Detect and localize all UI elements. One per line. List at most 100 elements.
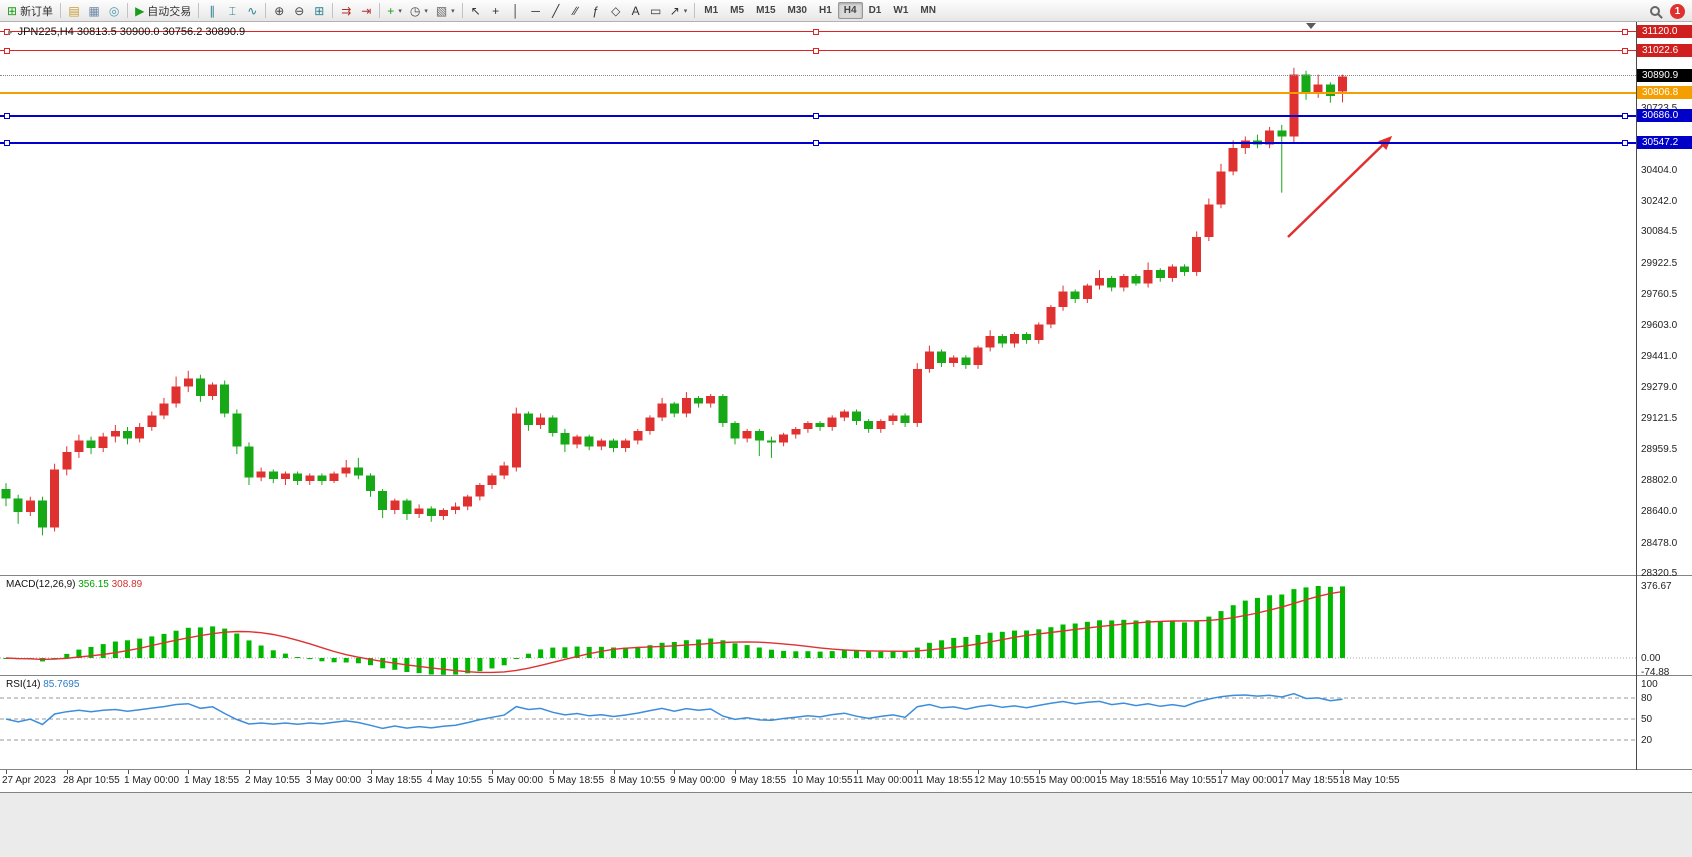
- timeframe-button-d1[interactable]: D1: [868, 5, 882, 16]
- timeframe-button-h1[interactable]: H1: [818, 5, 832, 16]
- resistance-line-lower-handle[interactable]: [813, 47, 819, 54]
- candle: [1107, 277, 1117, 288]
- macd-bar: [185, 627, 191, 658]
- shapes-icon: ◇: [611, 3, 621, 18]
- navigator-button[interactable]: ◎: [104, 2, 124, 20]
- macd-bar: [1024, 630, 1030, 658]
- timeframe-button-mn[interactable]: MN: [920, 5, 936, 16]
- support-line-lower-handle[interactable]: [4, 139, 10, 146]
- rsi-axis-label: 20: [1641, 735, 1653, 746]
- resistance-line-upper-handle[interactable]: [1622, 29, 1628, 35]
- time-axis[interactable]: [0, 770, 1692, 792]
- cursor-button[interactable]: ↖: [466, 2, 486, 20]
- auto-trading-button-label: 自动交易: [147, 5, 192, 18]
- horizontal-line-button[interactable]: ─: [526, 2, 546, 20]
- macd-bar: [112, 641, 118, 658]
- support-line-upper-handle[interactable]: [1622, 113, 1628, 120]
- orange-level-line[interactable]: [0, 91, 1636, 94]
- text-button[interactable]: A: [626, 2, 646, 20]
- text-label-button[interactable]: ▭: [646, 2, 666, 20]
- chart-shift-marker[interactable]: [1306, 23, 1316, 29]
- auto-trading-button[interactable]: ▶ 自动交易: [131, 2, 195, 20]
- candle: [1, 488, 11, 499]
- shapes-button[interactable]: ◇: [606, 2, 626, 20]
- chart-shift-button[interactable]: ⇥: [356, 2, 376, 20]
- resistance-line-lower-handle[interactable]: [4, 47, 10, 54]
- timeframe-button-m5[interactable]: M5: [730, 5, 745, 16]
- indicators-button[interactable]: + ▾: [383, 2, 406, 20]
- resistance-line-lower-handle[interactable]: [1622, 47, 1628, 54]
- macd-axis-label: 376.67: [1641, 581, 1672, 592]
- chart-candles-button[interactable]: ⌶: [222, 2, 242, 20]
- main-chart[interactable]: [0, 22, 1636, 575]
- price-axis-separator[interactable]: [1636, 22, 1637, 770]
- support-line-lower-handle[interactable]: [1622, 139, 1628, 146]
- candle: [208, 384, 218, 396]
- timeframe-button-h4[interactable]: H4: [837, 2, 863, 19]
- timeframe-button-m1[interactable]: M1: [704, 5, 719, 16]
- time-axis-label: 11 May 00:00: [853, 775, 913, 786]
- zoom-in-button[interactable]: ⊕: [269, 2, 289, 20]
- macd-chart[interactable]: [0, 576, 1636, 675]
- arrows-button[interactable]: ↗ ▾: [666, 2, 692, 20]
- vertical-line-button[interactable]: │: [506, 2, 526, 20]
- timeframe-button-m30[interactable]: M30: [787, 5, 807, 16]
- macd-bar: [1169, 621, 1175, 658]
- notification-badge[interactable]: 1: [1670, 3, 1685, 19]
- candle: [645, 417, 655, 431]
- candle: [536, 417, 546, 425]
- toolbar-buttons: ⊞ 新订单 ▤ ▦ ◎ ▶ 自动交易 ∥ ⌶ ∿ ⊕ ⊖ ⊞ ⇉ ⇥ + ▾ ◷ ▾ ▧ ▾ ↖ + │ ─ ╱ ∕∕ ƒ ◇ A ▭ ↗ ▾ M…: [3, 2, 942, 20]
- time-axis-label: 10 May 10:55: [792, 775, 853, 786]
- time-axis-label: 4 May 10:55: [427, 775, 483, 786]
- timeframe-button-m15[interactable]: M15: [756, 5, 776, 16]
- auto-scroll-button[interactable]: ⇉: [336, 2, 356, 20]
- support-line-lower-handle[interactable]: [813, 139, 819, 146]
- new-order-button[interactable]: ⊞ 新订单: [3, 2, 57, 20]
- price-axis-label: 29922.5: [1641, 257, 1678, 269]
- candle: [1082, 285, 1092, 300]
- rsi-chart[interactable]: [0, 676, 1636, 769]
- support-line-upper-handle[interactable]: [813, 113, 819, 120]
- channel-button[interactable]: ∕∕: [566, 2, 586, 20]
- candle: [888, 415, 898, 422]
- fibonacci-button[interactable]: ƒ: [586, 2, 606, 20]
- candle: [1204, 204, 1214, 238]
- candle: [390, 500, 400, 511]
- candle: [1301, 74, 1311, 94]
- macd-bar: [307, 658, 313, 660]
- macd-bar: [270, 650, 276, 658]
- chart-line-icon: ∿: [247, 3, 258, 18]
- search-icon[interactable]: [1650, 6, 1660, 16]
- data-window-button[interactable]: ▦: [84, 2, 104, 20]
- zoom-out-icon: ⊖: [294, 3, 305, 18]
- market-watch-button[interactable]: ▤: [64, 2, 84, 20]
- periods-button[interactable]: ◷ ▾: [406, 2, 432, 20]
- panel-separator[interactable]: [0, 575, 1692, 576]
- macd-bar: [769, 649, 774, 658]
- panel-separator[interactable]: [0, 769, 1692, 770]
- chart-bars-button[interactable]: ∥: [202, 2, 222, 20]
- resistance-line-upper-handle[interactable]: [813, 29, 819, 35]
- macd-bar: [343, 658, 349, 663]
- candle: [414, 508, 424, 515]
- timeframe-button-w1[interactable]: W1: [893, 5, 909, 16]
- support-line-upper-handle[interactable]: [4, 113, 10, 120]
- price-axis-label: 30723.5: [1641, 103, 1677, 114]
- tile-windows-button[interactable]: ⊞: [309, 2, 329, 20]
- zoom-out-button[interactable]: ⊖: [289, 2, 309, 20]
- trendline-button[interactable]: ╱: [546, 2, 566, 20]
- last-price-line[interactable]: [0, 75, 1636, 77]
- candle: [730, 423, 740, 439]
- candle: [1289, 74, 1299, 137]
- candle: [341, 467, 351, 474]
- chart-line-button[interactable]: ∿: [242, 2, 262, 20]
- panel-separator[interactable]: [0, 675, 1692, 676]
- candle: [1216, 171, 1226, 205]
- candle: [378, 490, 388, 511]
- templates-button[interactable]: ▧ ▾: [432, 2, 459, 20]
- indicators-icon: +: [387, 3, 395, 18]
- resistance-line-upper-handle[interactable]: [4, 29, 10, 35]
- crosshair-button[interactable]: +: [486, 2, 506, 20]
- candle: [38, 500, 47, 528]
- macd-bar: [781, 650, 787, 658]
